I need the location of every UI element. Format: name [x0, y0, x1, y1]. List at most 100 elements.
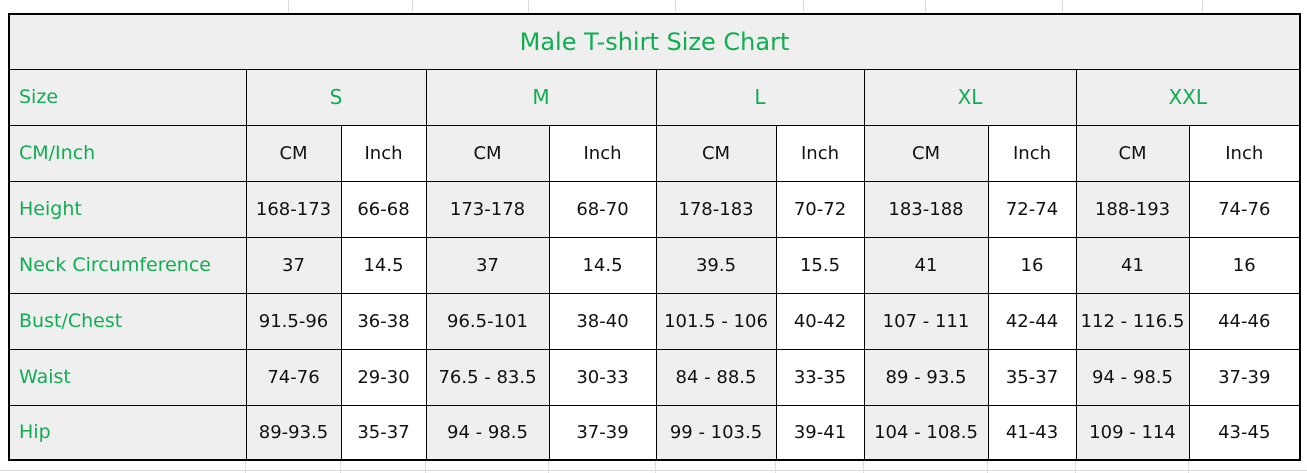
unit-header-inch: Inch [1188, 124, 1301, 182]
data-cell: 37-39 [1188, 348, 1301, 406]
data-cell: 112 - 116.5 [1075, 292, 1190, 350]
sheet-gridline [863, 459, 864, 473]
row-label-waist: Waist [8, 348, 247, 406]
sheet-gridline [288, 0, 289, 13]
data-cell: 35-37 [340, 404, 427, 461]
data-cell: 37 [425, 236, 550, 294]
data-cell: 68-70 [548, 180, 657, 238]
data-cell: 14.5 [340, 236, 427, 294]
title-row: Male T-shirt Size Chart [8, 13, 1301, 70]
data-cell: 39-41 [775, 404, 865, 461]
size-header-l: L [655, 68, 865, 126]
data-cell: 188-193 [1075, 180, 1190, 238]
unit-header-inch: Inch [548, 124, 657, 182]
size-header-row: Size S M L XL XXL [8, 68, 1301, 126]
table-row-height: Height 168-173 66-68 173-178 68-70 178-1… [8, 180, 1301, 238]
sheet-gridline [775, 459, 776, 473]
data-cell: 14.5 [548, 236, 657, 294]
data-cell: 94 - 98.5 [425, 404, 550, 461]
data-cell: 84 - 88.5 [655, 348, 777, 406]
sheet-gridline [1202, 0, 1203, 13]
data-cell: 42-44 [987, 292, 1077, 350]
data-cell: 40-42 [775, 292, 865, 350]
size-header-xxl: XXL [1075, 68, 1301, 126]
data-cell: 43-45 [1188, 404, 1301, 461]
data-cell: 94 - 98.5 [1075, 348, 1190, 406]
data-cell: 37 [245, 236, 342, 294]
data-cell: 16 [987, 236, 1077, 294]
unit-header-inch: Inch [775, 124, 865, 182]
data-cell: 183-188 [863, 180, 989, 238]
sheet-gridline [412, 0, 413, 13]
data-cell: 76.5 - 83.5 [425, 348, 550, 406]
table-row-waist: Waist 74-76 29-30 76.5 - 83.5 30-33 84 -… [8, 348, 1301, 406]
data-cell: 168-173 [245, 180, 342, 238]
unit-header-cm: CM [425, 124, 550, 182]
data-cell: 96.5-101 [425, 292, 550, 350]
size-header-s: S [245, 68, 427, 126]
data-cell: 15.5 [775, 236, 865, 294]
data-cell: 38-40 [548, 292, 657, 350]
data-cell: 16 [1188, 236, 1301, 294]
data-cell: 74-76 [1188, 180, 1301, 238]
data-cell: 70-72 [775, 180, 865, 238]
data-cell: 35-37 [987, 348, 1077, 406]
data-cell: 178-183 [655, 180, 777, 238]
unit-header-cm: CM [655, 124, 777, 182]
unit-row-label: CM/Inch [8, 124, 247, 182]
table-row-neck-circumference: Neck Circumference 37 14.5 37 14.5 39.5 … [8, 236, 1301, 294]
data-cell: 74-76 [245, 348, 342, 406]
data-cell: 44-46 [1188, 292, 1301, 350]
sheet-gridline [0, 470, 1307, 471]
sheet-gridline [1075, 459, 1076, 473]
data-cell: 29-30 [340, 348, 427, 406]
unit-header-inch: Inch [987, 124, 1077, 182]
data-cell: 109 - 114 [1075, 404, 1190, 461]
size-header-m: M [425, 68, 657, 126]
data-cell: 72-74 [987, 180, 1077, 238]
data-cell: 107 - 111 [863, 292, 989, 350]
data-cell: 173-178 [425, 180, 550, 238]
data-cell: 33-35 [775, 348, 865, 406]
data-cell: 37-39 [548, 404, 657, 461]
sheet-gridline [655, 459, 656, 473]
data-cell: 41 [1075, 236, 1190, 294]
unit-header-cm: CM [1075, 124, 1190, 182]
page-title: Male T-shirt Size Chart [8, 13, 1301, 70]
unit-header-cm: CM [245, 124, 342, 182]
data-cell: 66-68 [340, 180, 427, 238]
sheet-gridline [425, 459, 426, 473]
unit-header-inch: Inch [340, 124, 427, 182]
row-label-height: Height [8, 180, 247, 238]
row-label-neck-circumference: Neck Circumference [8, 236, 247, 294]
sheet-gridline [245, 459, 246, 473]
sheet-gridline [925, 0, 926, 13]
data-cell: 89 - 93.5 [863, 348, 989, 406]
sheet-gridline [1062, 0, 1063, 13]
data-cell: 101.5 - 106 [655, 292, 777, 350]
sheet-gridline [1188, 459, 1189, 473]
data-cell: 39.5 [655, 236, 777, 294]
sheet-gridline [340, 459, 341, 473]
table-row-hip: Hip 89-93.5 35-37 94 - 98.5 37-39 99 - 1… [8, 404, 1301, 461]
sheet-gridline [528, 0, 529, 13]
data-cell: 41 [863, 236, 989, 294]
unit-header-row: CM/Inch CM Inch CM Inch CM Inch CM Inch … [8, 124, 1301, 182]
sheet-gridline [548, 459, 549, 473]
size-header-xl: XL [863, 68, 1077, 126]
row-label-bust-chest: Bust/Chest [8, 292, 247, 350]
data-cell: 99 - 103.5 [655, 404, 777, 461]
size-row-label: Size [8, 68, 247, 126]
data-cell: 36-38 [340, 292, 427, 350]
sheet-gridline [675, 0, 676, 13]
unit-header-cm: CM [863, 124, 989, 182]
data-cell: 30-33 [548, 348, 657, 406]
data-cell: 104 - 108.5 [863, 404, 989, 461]
size-chart-table: Male T-shirt Size Chart Size S M L XL XX… [8, 13, 1301, 461]
sheet-gridline [987, 459, 988, 473]
table-row-bust-chest: Bust/Chest 91.5-96 36-38 96.5-101 38-40 … [8, 292, 1301, 350]
sheet-gridline [803, 0, 804, 13]
data-cell: 41-43 [987, 404, 1077, 461]
data-cell: 91.5-96 [245, 292, 342, 350]
row-label-hip: Hip [8, 404, 247, 461]
